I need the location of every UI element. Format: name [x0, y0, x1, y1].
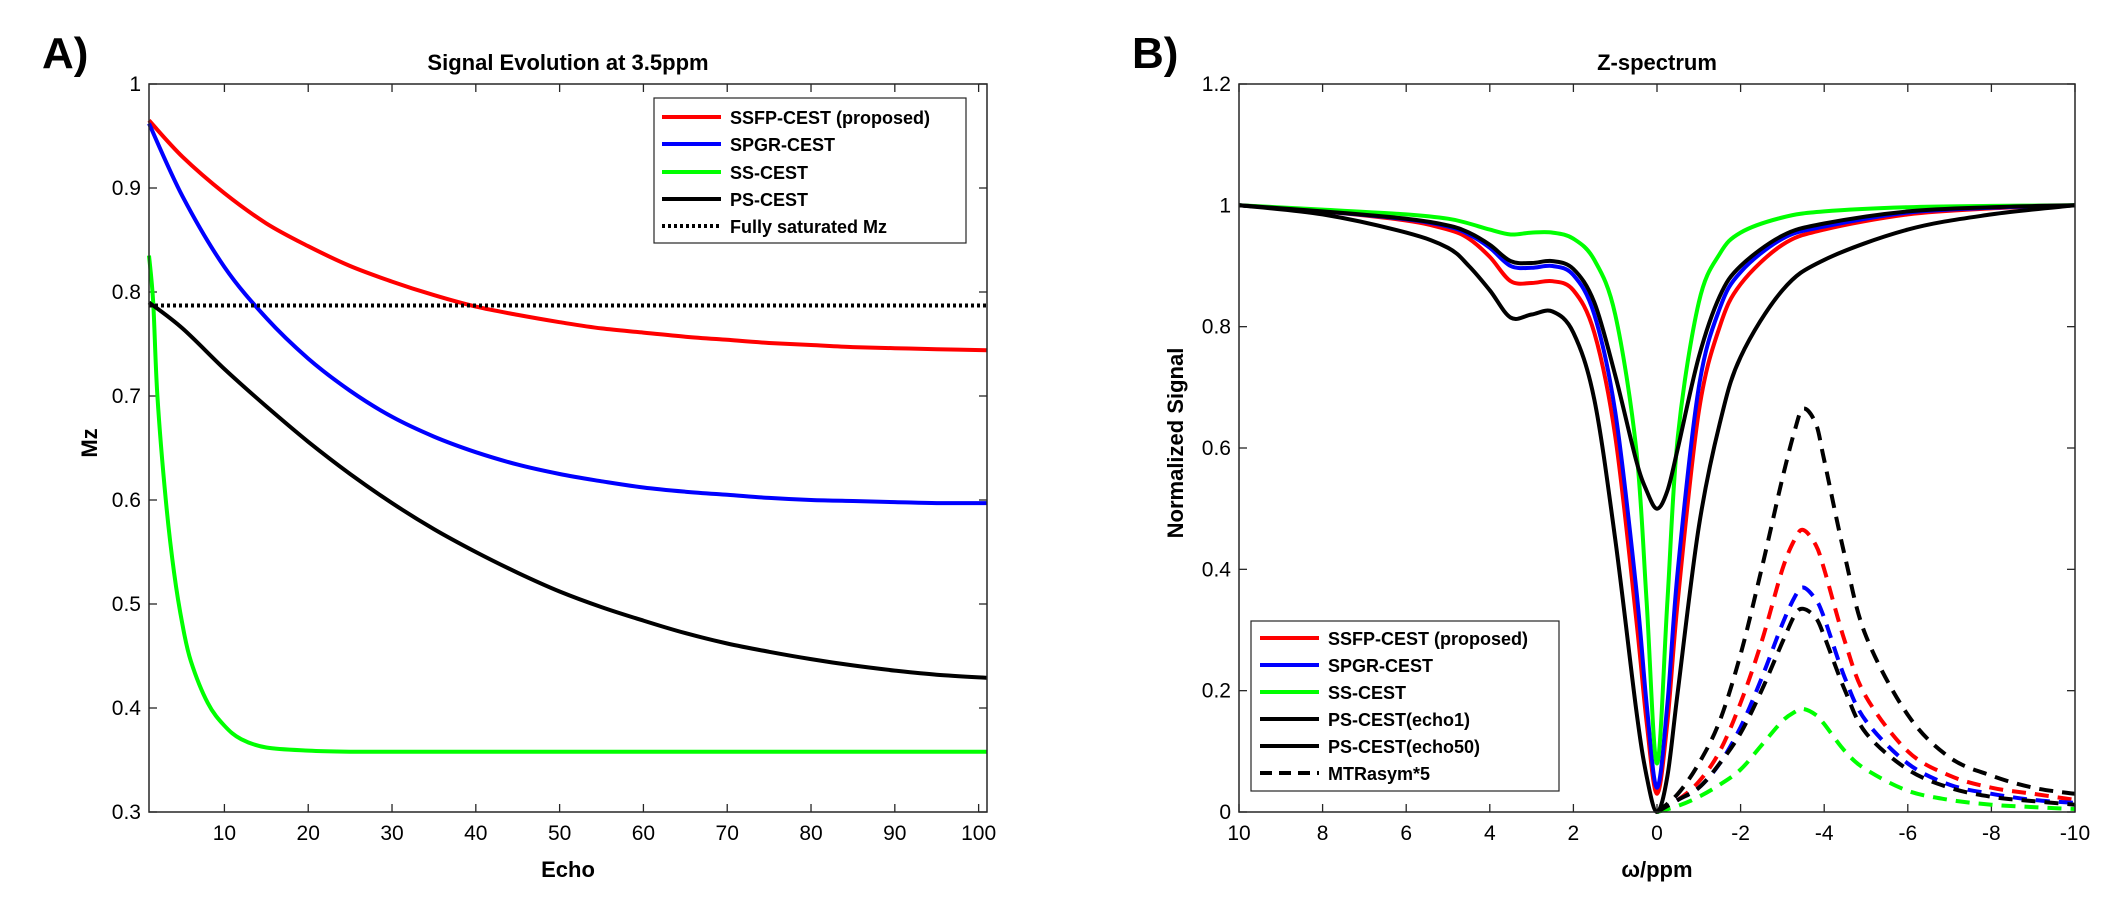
y-tick-label: 1 — [1219, 194, 1231, 217]
x-tick-label: -10 — [2060, 822, 2090, 845]
series-line-ss-cest — [1238, 203, 2076, 766]
legend-item: SPGR-CEST — [662, 135, 835, 155]
y-tick-label: 0 — [1219, 801, 1231, 824]
x-tick-label: 4 — [1484, 822, 1496, 845]
series-line-mtrasym-5-ps-cest-echo1 — [1656, 606, 2076, 814]
x-tick-label: -6 — [1898, 822, 1917, 845]
series-line-ps-cest-echo1 — [1238, 203, 2076, 511]
y-tick-label: 0.4 — [1202, 558, 1232, 581]
panel-a-legend-label-0: SSFP-CEST (proposed) — [730, 108, 930, 128]
y-tick-label: 0.3 — [112, 801, 141, 824]
series-line-ssfp-cest-proposed — [1238, 203, 2076, 796]
panel-a-legend-label-2: SS-CEST — [730, 163, 808, 183]
x-tick-label: -2 — [1731, 822, 1750, 845]
series-line-ps-cest-echo50 — [1238, 203, 2076, 814]
panel-b-axes-box — [1238, 83, 2076, 813]
series-line-ssfp-cest-proposed — [147, 119, 988, 353]
panel-b-title: Z-spectrum — [1597, 50, 1717, 75]
panel-b-legend-label-5: MTRasym*5 — [1328, 764, 1430, 784]
legend-item: SS-CEST — [662, 163, 808, 183]
panel-a-axes-box — [148, 83, 988, 813]
panel-a-xlabel: Echo — [541, 857, 595, 882]
panel-a-series — [147, 119, 988, 754]
x-tick-label: 70 — [716, 822, 739, 845]
x-tick-label: 8 — [1317, 822, 1329, 845]
panel-b-letter: B) — [1132, 29, 1178, 78]
y-tick-label: 0.9 — [112, 177, 141, 200]
y-tick-label: 0.5 — [112, 593, 141, 616]
x-tick-label: -4 — [1815, 822, 1834, 845]
panel-a-ylabel: Mz — [77, 428, 102, 457]
x-tick-label: 90 — [883, 822, 906, 845]
panel-a-x-ticks: 10 20 30 40 50 60 70 80 90 100 — [213, 84, 996, 845]
x-tick-label: 40 — [464, 822, 487, 845]
x-tick-label: 0 — [1651, 822, 1663, 845]
panel-a-legend: SSFP-CEST (proposed) SPGR-CEST SS-CEST P… — [653, 97, 967, 244]
series-line-ss-cest — [147, 255, 987, 754]
x-tick-label: 60 — [632, 822, 655, 845]
panel-a-legend-label-4: Fully saturated Mz — [730, 217, 887, 237]
x-tick-label: 50 — [548, 822, 571, 845]
y-tick-label: 0.8 — [1202, 316, 1231, 339]
panel-b-xlabel: ω/ppm — [1621, 857, 1692, 882]
panel-b-legend-label-2: SS-CEST — [1328, 683, 1406, 703]
panel-b: B) Z-spectrum ω/ppm Normalized Signal 10… — [1132, 29, 2090, 882]
x-tick-label: 80 — [799, 822, 822, 845]
panel-b-legend-label-1: SPGR-CEST — [1328, 656, 1433, 676]
x-tick-label: 6 — [1400, 822, 1412, 845]
legend-item: SPGR-CEST — [1260, 656, 1433, 676]
legend-item: SS-CEST — [1260, 683, 1406, 703]
legend-item: SSFP-CEST (proposed) — [1260, 629, 1528, 649]
panel-b-legend: SSFP-CEST (proposed) SPGR-CEST SS-CEST P… — [1250, 620, 1560, 792]
x-tick-label: -8 — [1982, 822, 2001, 845]
y-tick-label: 1.2 — [1202, 73, 1231, 96]
panel-b-legend-box — [1250, 620, 1560, 792]
y-tick-label: 0.8 — [112, 281, 141, 304]
legend-item: Fully saturated Mz — [662, 217, 887, 237]
legend-item: SSFP-CEST (proposed) — [662, 108, 930, 128]
x-tick-label: 10 — [1227, 822, 1250, 845]
x-tick-label: 2 — [1568, 822, 1580, 845]
y-tick-label: 1 — [129, 73, 141, 96]
x-tick-label: 20 — [297, 822, 320, 845]
legend-item: PS-CEST(echo1) — [1260, 710, 1470, 730]
y-tick-label: 0.4 — [112, 697, 142, 720]
panel-a-legend-label-3: PS-CEST — [730, 190, 808, 210]
panel-b-legend-label-3: PS-CEST(echo1) — [1328, 710, 1470, 730]
series-line-mtrasym-5-ss-cest — [1656, 706, 2076, 814]
x-tick-label: 100 — [961, 822, 996, 845]
y-tick-label: 0.6 — [1202, 437, 1231, 460]
y-tick-label: 0.6 — [112, 489, 141, 512]
panel-b-ylabel: Normalized Signal — [1163, 348, 1188, 539]
y-tick-label: 0.2 — [1202, 680, 1231, 703]
panel-a-letter: A) — [42, 29, 88, 78]
x-tick-label: 30 — [380, 822, 403, 845]
panel-b-legend-label-4: PS-CEST(echo50) — [1328, 737, 1480, 757]
panel-b-series — [1238, 203, 2076, 814]
legend-item: PS-CEST(echo50) — [1260, 737, 1480, 757]
series-line-spgr-cest — [147, 122, 988, 506]
panel-a: A) Signal Evolution at 3.5ppm Echo Mz 10… — [42, 29, 996, 882]
legend-item: PS-CEST — [662, 190, 808, 210]
panel-a-legend-label-1: SPGR-CEST — [730, 135, 835, 155]
series-line-ps-cest — [147, 300, 988, 680]
panel-a-title: Signal Evolution at 3.5ppm — [427, 50, 708, 75]
legend-item: MTRasym*5 — [1260, 764, 1430, 784]
panel-a-y-ticks: 0.3 0.4 0.5 0.6 0.7 0.8 0.9 1 — [112, 73, 987, 824]
panel-b-legend-label-0: SSFP-CEST (proposed) — [1328, 629, 1528, 649]
series-line-mtrasym-5-ssfp-cest — [1656, 527, 2076, 814]
x-tick-label: 10 — [213, 822, 236, 845]
series-line-mtrasym-5-ps-cest-echo50 — [1655, 406, 2076, 814]
y-tick-label: 0.7 — [112, 385, 141, 408]
